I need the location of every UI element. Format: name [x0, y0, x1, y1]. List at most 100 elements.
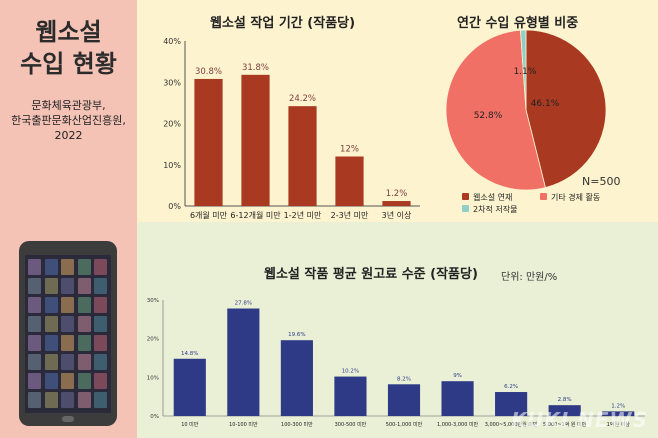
chart3-x-tick: 10 미만 — [181, 421, 199, 428]
pie-data-label: 46.1% — [531, 99, 560, 109]
phone-cover-thumbnail — [94, 392, 107, 408]
chart1-bar — [288, 106, 317, 206]
chart1-data-label: 1.2% — [386, 189, 408, 199]
phone-cover-thumbnail — [61, 278, 74, 294]
phone-cover-thumbnail — [61, 316, 74, 332]
phone-cover-thumbnail — [77, 335, 91, 351]
chart3-x-tick: 10-100 미만 — [229, 421, 258, 428]
chart3-data-label: 2.8% — [558, 397, 572, 403]
phone-cover-thumbnail — [94, 278, 107, 294]
chart3-y-tick: 0% — [150, 414, 159, 420]
chart1-y-tick: 30% — [163, 78, 181, 87]
chart3-data-label: 1.2% — [611, 403, 625, 409]
phone-cover-thumbnail — [94, 354, 107, 370]
infographic-title-line1: 웹소설 — [35, 18, 102, 46]
phone-cover-thumbnail — [77, 316, 91, 332]
chart1-x-tick: 6개월 미만 — [190, 210, 228, 220]
phone-cover-thumbnail — [61, 335, 74, 351]
chart3-x-tick: 1,000-3,000 미만 — [437, 421, 479, 428]
chart1-data-label: 24.2% — [289, 94, 316, 104]
chart3-y-tick: 30% — [147, 298, 159, 304]
chart3-bar — [173, 358, 206, 416]
chart3-data-label: 6.2% — [504, 384, 518, 390]
phone-cover-thumbnail — [61, 373, 74, 389]
chart3-data-label: 8.2% — [397, 376, 411, 382]
pie-legend-label: 웹소설 연재 — [473, 192, 512, 202]
chart1-y-tick: 10% — [163, 161, 181, 170]
phone-cover-thumbnail — [77, 373, 91, 389]
pie-sample-size: N=500 — [582, 175, 621, 188]
phone-cover-thumbnail — [28, 335, 41, 351]
phone-cover-thumbnail — [77, 278, 91, 294]
chart1-y-tick: 20% — [163, 120, 181, 129]
phone-cover-thumbnail — [28, 259, 41, 275]
chart3-bar — [441, 381, 474, 416]
phone-cover-thumbnail — [44, 335, 58, 351]
source-line2: 한국출판문화산업진흥원, — [11, 114, 126, 127]
chart1-title: 웹소설 작업 기간 (작품당) — [210, 16, 356, 31]
phone-cover-thumbnail — [77, 392, 91, 408]
chart3-data-label: 10.2% — [342, 369, 359, 375]
chart3-x-tick: 500-1,000 미만 — [386, 421, 423, 428]
source-line1: 문화체육관광부, — [31, 99, 106, 112]
pie-legend-swatch — [540, 193, 547, 200]
chart3-bar — [602, 411, 635, 416]
chart2-title: 연간 수입 유형별 비중 — [457, 16, 579, 31]
pie-legend-swatch — [462, 193, 469, 200]
chart3-x-tick: 1억원 이상 — [607, 421, 631, 428]
phone-cover-thumbnail — [61, 392, 74, 408]
pie-data-label: 1.1% — [514, 67, 537, 77]
chart3-x-tick: 3,000~5,000만원 미만 — [485, 421, 538, 428]
chart3-bar — [548, 405, 581, 416]
source-line3: 2022 — [54, 129, 83, 142]
chart1-bar — [335, 156, 364, 206]
pie-data-label: 52.8% — [474, 111, 503, 121]
phone-cover-thumbnail — [94, 297, 107, 313]
phone-cover-thumbnail — [28, 297, 41, 313]
chart3-bar — [227, 308, 260, 416]
phone-cover-thumbnail — [44, 278, 58, 294]
chart3-bar — [387, 384, 421, 416]
pie-slice — [525, 29, 607, 189]
chart1-data-label: 31.8% — [242, 63, 269, 73]
phone-cover-thumbnail — [77, 297, 91, 313]
chart3-y-tick: 20% — [147, 337, 159, 343]
work-period-chart: 0% 10% 20% 30% 40% 30.8% 6개월 미만 31.8% 6-12개월 미만 2… — [163, 37, 420, 220]
chart3-data-label: 19.6% — [288, 332, 305, 338]
chart1-bar — [241, 74, 270, 206]
phone-cover-thumbnail — [94, 373, 107, 389]
phone-cover-thumbnail — [28, 278, 41, 294]
chart1-y-tick: 0% — [168, 202, 181, 211]
chart3-x-tick: 5,000~1억 원 미만 — [543, 421, 587, 428]
chart3-data-label: 9% — [453, 373, 462, 379]
chart3-bar — [495, 392, 528, 416]
chart1-x-tick: 1-2년 미만 — [284, 210, 322, 220]
infographic-title-line2: 수입 현황 — [20, 50, 117, 78]
phone-cover-thumbnail — [44, 297, 58, 313]
chart1-y-tick: 40% — [163, 37, 181, 46]
pie-legend-label: 2차적 저작물 — [473, 204, 517, 214]
chart1-bar — [382, 201, 411, 206]
phone-cover-thumbnail — [44, 392, 58, 408]
chart3-title: 웹소설 작품 평균 원고료 수준 (작품당) — [264, 267, 478, 282]
chart3-data-label: 14.8% — [181, 351, 198, 357]
chart1-bar — [194, 78, 223, 206]
phone-cover-thumbnail — [44, 259, 58, 275]
phone-cover-thumbnail — [94, 335, 107, 351]
chart3-x-tick: 300-500 미만 — [335, 421, 367, 428]
income-type-pie-chart: 46.1% 52.8% 1.1% 웹소설 연재 기타 경제 활동 2차적 저작물 — [445, 29, 607, 214]
phone-cover-thumbnail — [44, 373, 58, 389]
phone-cover-thumbnail — [28, 373, 41, 389]
chart3-bar — [334, 376, 367, 416]
phone-cover-thumbnail — [44, 354, 58, 370]
phone-cover-thumbnail — [94, 316, 107, 332]
phone-cover-thumbnail — [61, 297, 74, 313]
chart1-x-tick: 3년 이상 — [382, 210, 412, 220]
phone-cover-thumbnail — [61, 259, 74, 275]
chart3-x-tick: 100-300 미만 — [281, 421, 313, 428]
phone-cover-thumbnail — [94, 259, 107, 275]
chart1-x-tick: 6-12개월 미만 — [230, 210, 281, 220]
manuscript-fee-chart: 0% 10% 20% 30% 14.8% 10 미만 27.8% 10-100 미만 19.6%… — [147, 298, 645, 428]
chart1-x-tick: 2-3년 미만 — [331, 210, 369, 220]
pie-legend-label: 기타 경제 활동 — [551, 192, 600, 202]
